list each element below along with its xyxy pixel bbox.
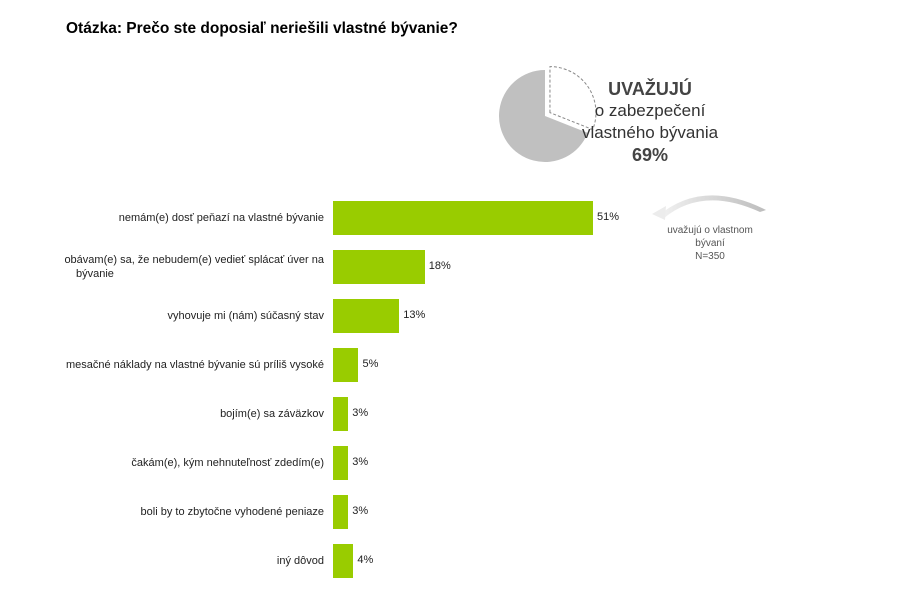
- bar-category-label: mesačné náklady na vlastné bývanie sú pr…: [65, 359, 324, 371]
- sample-note-line2: bývaní: [695, 238, 725, 249]
- pie-chart: [499, 66, 597, 162]
- bar-row: obávam(e) sa, že nebudem(e) vedieť splác…: [0, 250, 909, 284]
- bar-value-label: 3%: [352, 407, 369, 419]
- bar: [333, 495, 349, 529]
- bar: [333, 397, 349, 431]
- bar-value-label: 4%: [357, 554, 374, 566]
- sample-note: uvažujú o vlastnom bývaní N=350: [650, 224, 770, 263]
- bar-row: vyhovuje mi (nám) súčasný stav 13%: [0, 299, 909, 333]
- sample-note-line3: N=350: [695, 251, 725, 262]
- bar-category-label: obávam(e) sa, že nebudem(e) vedieť splác…: [64, 254, 324, 280]
- pie-slice-remainder: [549, 66, 597, 131]
- bar-row: bojím(e) sa záväzkov 3%: [0, 397, 909, 431]
- bar-category-label: boli by to zbytočne vyhodené peniaze: [140, 506, 324, 518]
- pie-caption: UVAŽUJÚ o zabezpečení vlastného bývania …: [570, 78, 730, 166]
- bar-category-label: iný dôvod: [276, 555, 324, 567]
- bar: [333, 348, 359, 382]
- bar: [333, 250, 425, 284]
- bar-value-label: 3%: [352, 456, 369, 468]
- bar-category-label: nemám(e) dosť peňazí na vlastné bývanie: [118, 212, 324, 224]
- bar-value-label: 5%: [362, 358, 379, 370]
- bar-value-label: 3%: [352, 505, 369, 517]
- bar-row: mesačné náklady na vlastné bývanie sú pr…: [0, 348, 909, 382]
- bar-row: iný dôvod 4%: [0, 544, 909, 578]
- question-title: Otázka: Prečo ste doposiaľ neriešili vla…: [66, 20, 458, 37]
- bar-row: čakám(e), kým nehnuteľnosť zdedím(e) 3%: [0, 446, 909, 480]
- bar-row: boli by to zbytočne vyhodené peniaze 3%: [0, 495, 909, 529]
- pie-caption-title: UVAŽUJÚ: [608, 79, 692, 99]
- sample-note-line1: uvažujú o vlastnom: [667, 225, 753, 236]
- pie-caption-line3: vlastného bývania: [581, 123, 719, 142]
- pie-slice-considering: [499, 70, 588, 162]
- bar-category-label: vyhovuje mi (nám) súčasný stav: [167, 310, 325, 322]
- bar-category-label: čakám(e), kým nehnuteľnosť zdedím(e): [131, 457, 324, 469]
- bar-row: nemám(e) dosť peňazí na vlastné bývanie 5…: [0, 201, 909, 235]
- bar: [333, 544, 354, 578]
- bar-value-label: 51%: [597, 211, 620, 223]
- bar-value-label: 13%: [403, 309, 426, 321]
- pie-value-label: 69%: [631, 145, 669, 165]
- pie-caption-line2: o zabezpečení: [594, 101, 706, 120]
- bar: [333, 201, 593, 235]
- curved-arrow-icon: [652, 195, 766, 220]
- bar: [333, 299, 400, 333]
- bar: [333, 446, 349, 480]
- bar-value-label: 18%: [428, 260, 451, 272]
- bar-category-label: bojím(e) sa záväzkov: [220, 408, 324, 420]
